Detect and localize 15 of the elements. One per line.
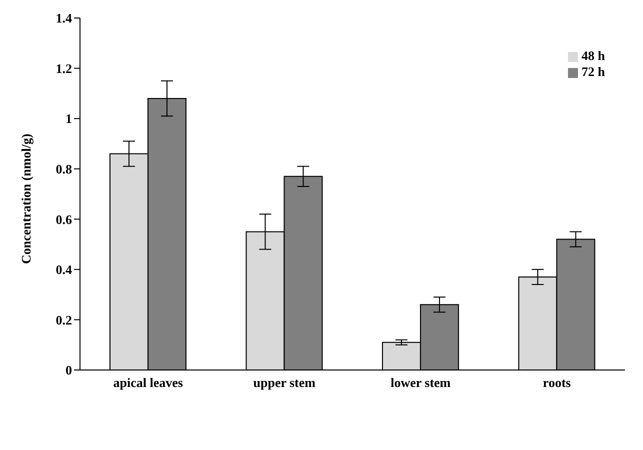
y-tick-label: 0.2 [56, 312, 72, 328]
y-tick-label: 0.6 [56, 212, 72, 227]
x-tick-label: apical leaves [113, 375, 183, 390]
x-tick-label: upper stem [253, 375, 316, 390]
y-tick-label: 0 [66, 362, 72, 378]
y-tick-label: 1.4 [56, 10, 72, 26]
x-tick-label: roots [542, 375, 571, 390]
y-tick-label: 1 [66, 111, 72, 126]
y-axis-title: Concentration (nmol/g) [18, 134, 34, 264]
y-tick-label: 0.8 [56, 161, 72, 176]
y-tick-label: 0.4 [56, 262, 72, 278]
legend-label: 48 h [582, 48, 605, 63]
y-tick-label: 1.2 [56, 60, 72, 76]
x-tick-label: lower stem [390, 375, 451, 390]
legend-label: 72 h [582, 64, 605, 79]
